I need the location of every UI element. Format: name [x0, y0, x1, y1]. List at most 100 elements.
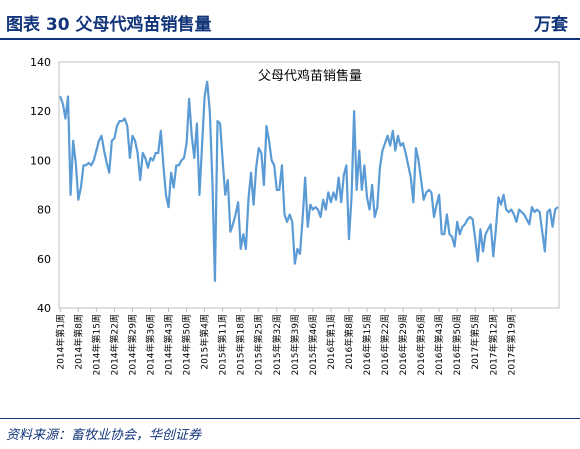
y-tick-label: 100	[30, 154, 51, 167]
data-point	[237, 201, 239, 203]
data-point	[343, 174, 345, 176]
data-point	[144, 157, 146, 159]
data-point	[193, 157, 195, 159]
data-point	[541, 231, 543, 233]
data-point	[75, 162, 77, 164]
data-point	[134, 140, 136, 142]
data-point	[307, 226, 309, 228]
data-point	[232, 223, 234, 225]
y-tick-label: 40	[37, 302, 51, 315]
data-point	[100, 135, 103, 137]
data-point	[167, 206, 170, 208]
data-point	[283, 213, 286, 216]
data-point	[124, 117, 126, 120]
x-tick-label: 2017年第19周	[505, 314, 517, 375]
data-point	[126, 125, 128, 127]
data-point	[149, 157, 152, 159]
data-point	[322, 199, 324, 201]
data-point	[183, 157, 185, 159]
y-axis: 40 60 80 100 120 140	[30, 56, 51, 315]
data-point	[80, 186, 82, 189]
data-point	[273, 164, 275, 166]
data-point	[320, 216, 322, 218]
x-tick-label: 2016年第22周	[379, 314, 391, 375]
data-point	[366, 196, 368, 198]
data-point	[546, 211, 549, 213]
data-point	[72, 140, 74, 142]
data-point	[397, 135, 399, 137]
data-point	[317, 209, 319, 211]
x-tick-label: 2014年第50周	[181, 314, 193, 375]
x-tick-label: 2017年第5周	[469, 314, 481, 370]
data-point	[376, 206, 378, 208]
data-point	[348, 238, 350, 240]
data-point	[479, 228, 481, 230]
plot-area	[58, 61, 560, 309]
chart-header: 图表 30 父母代鸡苗销售量 万套	[0, 0, 580, 40]
data-point	[103, 149, 105, 152]
y-tick-label: 140	[30, 56, 51, 69]
data-point	[492, 255, 494, 257]
data-point	[260, 152, 262, 154]
data-point	[139, 179, 141, 181]
header-rule	[0, 38, 580, 40]
data-point	[358, 149, 360, 152]
data-point	[554, 209, 556, 211]
data-point	[433, 216, 435, 218]
x-tick-label: 2017年第12周	[487, 314, 499, 375]
data-point	[392, 130, 394, 132]
y-tick-label: 120	[30, 105, 51, 118]
data-point	[116, 125, 118, 127]
x-tick-label: 2015年第32周	[271, 314, 283, 375]
data-point	[407, 164, 409, 166]
data-point	[219, 122, 221, 125]
data-point	[526, 218, 528, 221]
data-point	[118, 120, 121, 122]
data-point	[222, 159, 224, 161]
data-point	[265, 125, 268, 127]
data-point	[420, 179, 422, 181]
data-point	[435, 204, 438, 206]
data-point	[500, 204, 502, 206]
data-point	[353, 110, 355, 112]
data-point	[508, 211, 510, 213]
data-point	[252, 204, 255, 206]
data-point	[216, 120, 219, 122]
data-point	[340, 201, 342, 203]
data-point	[466, 218, 469, 221]
data-point	[338, 177, 340, 179]
data-point	[518, 209, 520, 211]
data-point	[247, 199, 250, 201]
data-point	[206, 81, 208, 83]
x-tick-label: 2014年第1周	[54, 314, 66, 370]
data-point	[142, 152, 144, 154]
data-point	[464, 223, 466, 225]
data-point	[95, 149, 97, 152]
data-point	[387, 135, 389, 137]
data-point	[170, 172, 172, 174]
data-point	[309, 204, 311, 206]
x-tick-label: 2015年第18周	[235, 314, 247, 375]
data-point	[196, 122, 198, 125]
y-tick-label: 60	[37, 253, 51, 266]
data-point	[350, 196, 353, 198]
data-point	[510, 209, 512, 211]
data-point	[314, 206, 317, 208]
data-point	[185, 142, 188, 144]
x-tick-label: 2014年第29周	[126, 314, 138, 375]
data-point	[428, 189, 430, 191]
data-point	[276, 189, 278, 191]
figure-title: 图表 30 父母代鸡苗销售量	[6, 15, 212, 35]
x-tick-label: 2016年第8周	[343, 314, 355, 370]
data-point	[121, 120, 123, 122]
data-point	[93, 159, 95, 161]
data-point	[469, 216, 471, 218]
data-point	[477, 260, 479, 262]
data-point	[286, 221, 288, 223]
data-point	[198, 194, 201, 196]
data-point	[484, 233, 487, 235]
chart-title: 父母代鸡苗销售量	[258, 68, 362, 84]
data-point	[289, 213, 291, 216]
data-point	[459, 233, 461, 235]
data-point	[425, 191, 427, 193]
